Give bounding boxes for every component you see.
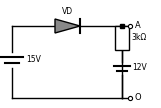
Text: 15V: 15V xyxy=(26,56,41,64)
Bar xyxy=(115,26,129,50)
Polygon shape xyxy=(55,19,80,33)
Text: O: O xyxy=(135,94,142,102)
Text: A: A xyxy=(135,21,141,30)
Text: 3kΩ: 3kΩ xyxy=(131,33,146,43)
Text: VD: VD xyxy=(62,7,73,16)
Text: 12V: 12V xyxy=(132,64,147,72)
